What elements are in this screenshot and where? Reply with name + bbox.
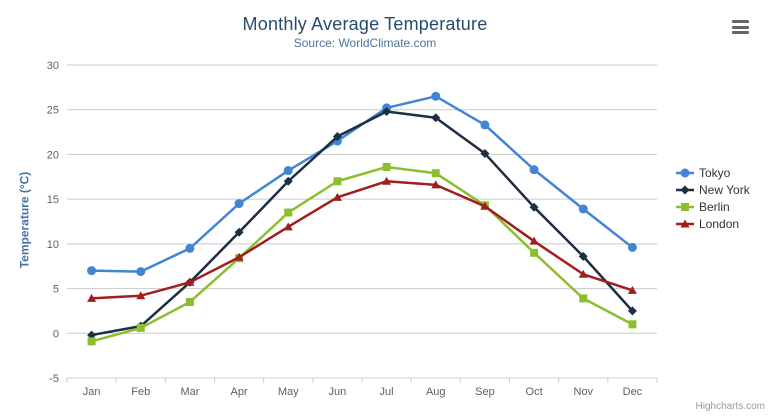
legend-item-london[interactable]: London <box>676 215 750 232</box>
legend-item-berlin[interactable]: Berlin <box>676 198 750 215</box>
square-marker <box>530 248 539 257</box>
square-legend-icon <box>676 202 694 211</box>
diamond-marker <box>87 330 97 340</box>
burger-bar <box>732 31 749 34</box>
circle-marker <box>529 165 539 175</box>
chart-subtitle: Source: WorldClimate.com <box>293 36 437 50</box>
square-marker <box>87 337 96 346</box>
circle-marker <box>680 168 690 177</box>
x-tick-label: Sep <box>475 386 495 398</box>
legend-item-new-york[interactable]: New York <box>676 181 750 198</box>
circle-marker <box>578 204 588 214</box>
triangle-marker <box>529 236 539 245</box>
legend-label: Tokyo <box>699 165 731 180</box>
circle-marker <box>234 199 244 209</box>
circle-marker <box>87 266 97 276</box>
x-tick-label: Feb <box>131 386 150 398</box>
square-marker <box>382 162 391 171</box>
x-tick-label: Jun <box>329 386 347 398</box>
y-axis-title: Temperature (°C) <box>17 171 32 269</box>
triangle-marker <box>185 277 195 286</box>
diamond-marker <box>680 185 690 194</box>
y-tick-label: 30 <box>47 60 59 72</box>
legend-item-tokyo[interactable]: Tokyo <box>676 164 750 181</box>
x-tick-label: Aug <box>426 386 446 398</box>
series-line-berlin[interactable] <box>90 165 634 343</box>
series-line-london[interactable] <box>90 180 634 300</box>
triangle-marker <box>283 222 293 231</box>
triangle-marker <box>578 269 588 278</box>
y-tick-label: 10 <box>47 239 59 251</box>
export-menu-icon[interactable] <box>732 20 749 34</box>
triangle-legend-icon <box>676 219 694 227</box>
y-tick-label: 20 <box>47 149 59 161</box>
legend-label: Berlin <box>699 199 730 214</box>
diamond-marker <box>234 227 244 237</box>
y-tick-label: 15 <box>47 194 59 206</box>
legend-label: New York <box>699 182 750 197</box>
diamond-marker <box>283 176 293 186</box>
triangle-marker <box>480 201 490 210</box>
triangle-marker <box>332 192 342 201</box>
triangle-marker <box>431 180 441 189</box>
square-marker <box>284 208 293 217</box>
legend-label: London <box>699 216 740 231</box>
y-tick-label: 25 <box>47 105 59 117</box>
y-tick-label: -5 <box>49 373 59 385</box>
circle-marker <box>627 242 637 252</box>
diamond-marker <box>382 107 392 117</box>
triangle-marker <box>234 252 244 261</box>
burger-bar <box>732 25 749 29</box>
diamond-marker <box>627 306 637 316</box>
diamond-legend-icon <box>676 185 694 194</box>
square-marker <box>681 202 689 211</box>
circle-marker <box>136 267 146 277</box>
diamond-marker <box>480 149 490 159</box>
highcharts-credit[interactable]: Highcharts.com <box>695 401 765 412</box>
diamond-marker <box>529 202 539 212</box>
square-marker <box>136 323 145 332</box>
circle-marker <box>283 166 293 176</box>
x-tick-label: Nov <box>573 386 593 398</box>
series-line-new-york[interactable] <box>90 110 634 337</box>
triangle-marker <box>136 291 146 300</box>
series-line-tokyo[interactable] <box>90 95 634 273</box>
x-tick-label: Jan <box>83 386 101 398</box>
triangle-marker <box>627 285 637 294</box>
diamond-marker <box>578 251 588 261</box>
diamond-marker <box>332 132 342 142</box>
square-marker <box>628 320 637 329</box>
square-marker <box>431 169 440 178</box>
chart-title: Monthly Average Temperature <box>242 14 488 34</box>
square-marker <box>185 297 194 306</box>
square-marker <box>333 177 342 186</box>
x-tick-label: Apr <box>231 386 248 398</box>
y-tick-label: 0 <box>53 328 59 340</box>
circle-marker <box>480 120 490 130</box>
x-tick-label: Oct <box>526 386 543 398</box>
x-tick-label: Jul <box>380 386 394 398</box>
circle-marker <box>431 91 441 101</box>
diamond-marker <box>431 113 441 123</box>
burger-bar <box>732 20 749 23</box>
circle-marker <box>185 243 195 253</box>
y-tick-label: 5 <box>53 284 59 296</box>
x-tick-label: Mar <box>180 386 199 398</box>
legend: Tokyo New York Berlin London <box>676 164 750 232</box>
x-tick-label: May <box>278 386 299 398</box>
triangle-marker <box>382 176 392 185</box>
square-marker <box>579 294 588 303</box>
triangle-marker <box>680 219 690 227</box>
circle-legend-icon <box>676 168 694 177</box>
x-tick-label: Dec <box>623 386 643 398</box>
triangle-marker <box>87 293 97 302</box>
